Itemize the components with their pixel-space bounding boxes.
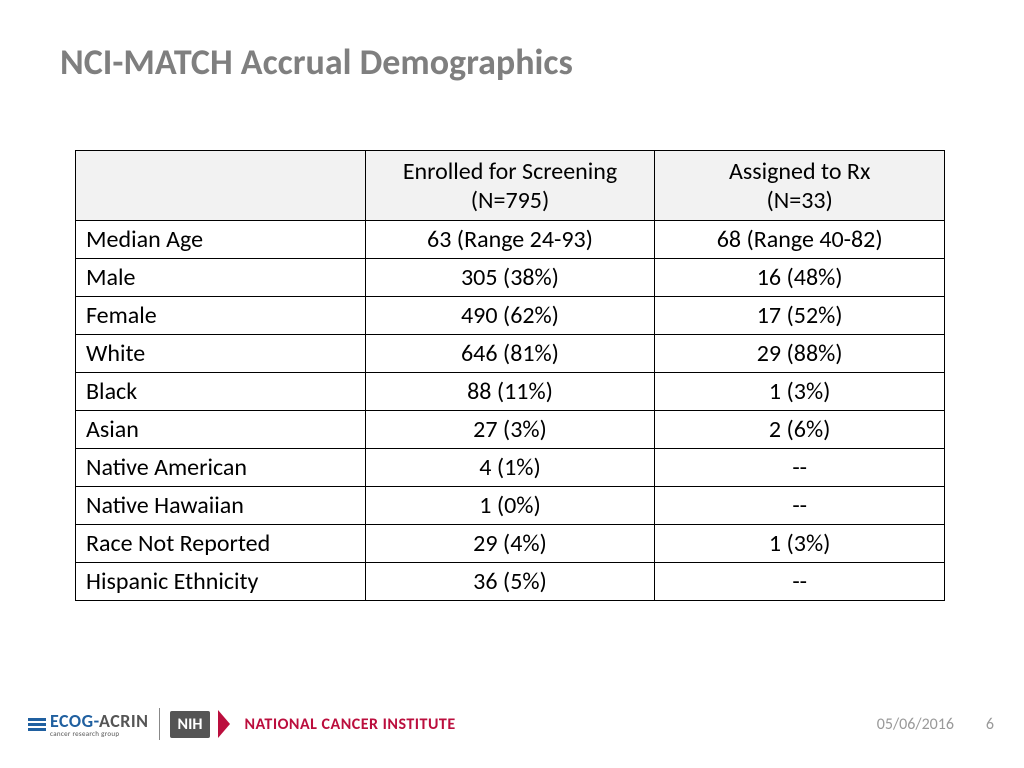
header-rx-line1: Assigned to Rx [665,157,934,186]
row-screening-value: 88 (11%) [365,373,655,411]
ecog-bars-icon [28,718,46,731]
nih-badge: NIH [170,711,211,738]
logo-divider [159,708,160,740]
table-row: Black88 (11%)1 (3%) [76,373,945,411]
ecog-sub-text: cancer research group [50,730,149,737]
row-label: Female [76,297,366,335]
logo-group: ECOG-ACRIN cancer research group NIH NAT… [28,708,456,740]
row-screening-value: 646 (81%) [365,335,655,373]
header-screening: Enrolled for Screening (N=795) [365,151,655,221]
row-label: Black [76,373,366,411]
table-header-row: Enrolled for Screening (N=795) Assigned … [76,151,945,221]
row-rx-value: 1 (3%) [655,373,945,411]
row-rx-value: 16 (48%) [655,259,945,297]
table-row: Native Hawaiian1 (0%)-- [76,487,945,525]
slide-footer: ECOG-ACRIN cancer research group NIH NAT… [0,690,1024,740]
row-rx-value: -- [655,449,945,487]
row-label: Hispanic Ethnicity [76,563,366,601]
row-label: Median Age [76,221,366,259]
header-rx: Assigned to Rx (N=33) [655,151,945,221]
row-screening-value: 36 (5%) [365,563,655,601]
row-rx-value: 1 (3%) [655,525,945,563]
header-blank [76,151,366,221]
chevron-right-icon [218,710,230,738]
demographics-table: Enrolled for Screening (N=795) Assigned … [75,150,945,601]
table-row: Race Not Reported29 (4%)1 (3%) [76,525,945,563]
ecog-main-text: ECOG-ACRIN [50,712,149,730]
row-screening-value: 63 (Range 24-93) [365,221,655,259]
header-screening-line2: (N=795) [376,186,645,215]
row-rx-value: 29 (88%) [655,335,945,373]
row-rx-value: -- [655,563,945,601]
table-row: Male305 (38%)16 (48%) [76,259,945,297]
table-row: White646 (81%)29 (88%) [76,335,945,373]
slide-title: NCI-MATCH Accrual Demographics [60,40,573,84]
row-label: Male [76,259,366,297]
row-rx-value: 2 (6%) [655,411,945,449]
row-label: Race Not Reported [76,525,366,563]
header-screening-line1: Enrolled for Screening [376,157,645,186]
table-row: Asian27 (3%)2 (6%) [76,411,945,449]
table-row: Hispanic Ethnicity36 (5%)-- [76,563,945,601]
row-screening-value: 4 (1%) [365,449,655,487]
footer-page-number: 6 [986,715,994,734]
row-rx-value: 17 (52%) [655,297,945,335]
table-row: Native American4 (1%)-- [76,449,945,487]
row-label: White [76,335,366,373]
table-row: Female490 (62%)17 (52%) [76,297,945,335]
row-label: Native American [76,449,366,487]
row-rx-value: 68 (Range 40-82) [655,221,945,259]
row-rx-value: -- [655,487,945,525]
row-screening-value: 1 (0%) [365,487,655,525]
row-screening-value: 305 (38%) [365,259,655,297]
nci-text: NATIONAL CANCER INSTITUTE [244,715,455,734]
row-label: Asian [76,411,366,449]
row-screening-value: 27 (3%) [365,411,655,449]
ecog-acrin-logo: ECOG-ACRIN cancer research group [28,712,149,737]
row-screening-value: 490 (62%) [365,297,655,335]
row-screening-value: 29 (4%) [365,525,655,563]
row-label: Native Hawaiian [76,487,366,525]
header-rx-line2: (N=33) [665,186,934,215]
table-row: Median Age63 (Range 24-93)68 (Range 40-8… [76,221,945,259]
footer-date: 05/06/2016 [877,715,954,734]
